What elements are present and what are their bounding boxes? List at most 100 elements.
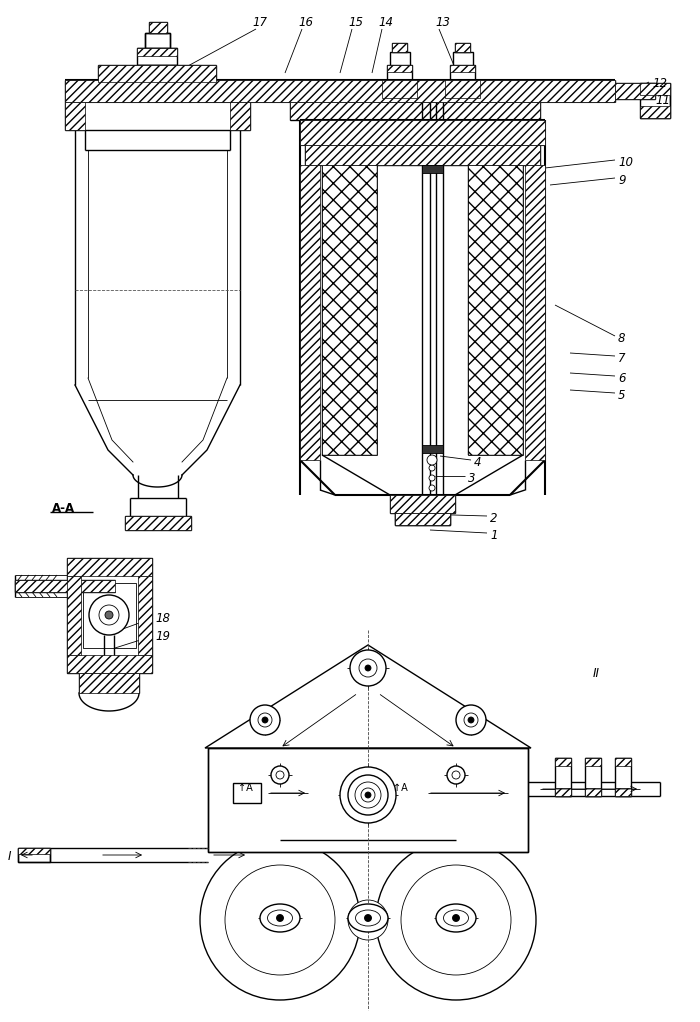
Bar bbox=[65, 80, 615, 102]
Circle shape bbox=[447, 766, 465, 784]
Text: ↑A: ↑A bbox=[238, 783, 253, 793]
Ellipse shape bbox=[436, 904, 476, 932]
Bar bbox=[450, 65, 475, 80]
Bar bbox=[395, 513, 450, 525]
Ellipse shape bbox=[267, 910, 293, 926]
Ellipse shape bbox=[356, 910, 381, 926]
Bar bbox=[585, 788, 601, 796]
Bar bbox=[149, 22, 167, 33]
Bar bbox=[137, 48, 177, 65]
Bar bbox=[79, 673, 139, 693]
Ellipse shape bbox=[348, 904, 388, 932]
Circle shape bbox=[365, 665, 371, 671]
Bar bbox=[615, 788, 631, 796]
Circle shape bbox=[452, 771, 460, 779]
Bar bbox=[615, 758, 631, 766]
Bar bbox=[137, 48, 177, 56]
Bar bbox=[422, 165, 443, 173]
Bar bbox=[149, 22, 167, 33]
Bar bbox=[18, 848, 50, 862]
Text: 1: 1 bbox=[490, 528, 498, 542]
Text: 3: 3 bbox=[468, 471, 475, 484]
Circle shape bbox=[456, 705, 486, 735]
Bar bbox=[67, 558, 152, 576]
Bar bbox=[67, 655, 152, 673]
Circle shape bbox=[258, 713, 272, 727]
Circle shape bbox=[365, 915, 372, 922]
Circle shape bbox=[225, 865, 335, 975]
Text: 7: 7 bbox=[618, 352, 626, 365]
Circle shape bbox=[355, 782, 381, 808]
Text: I: I bbox=[8, 849, 11, 863]
Bar bbox=[125, 516, 191, 530]
Bar bbox=[395, 513, 450, 525]
Bar bbox=[322, 165, 377, 455]
Bar bbox=[640, 106, 670, 118]
Circle shape bbox=[361, 788, 375, 802]
Circle shape bbox=[350, 650, 386, 686]
Polygon shape bbox=[205, 645, 531, 748]
Circle shape bbox=[348, 900, 388, 940]
Bar bbox=[387, 65, 412, 72]
Text: 12: 12 bbox=[652, 77, 667, 90]
Bar bbox=[67, 576, 81, 655]
Bar bbox=[585, 758, 601, 766]
Text: 16: 16 bbox=[298, 15, 313, 29]
Bar bbox=[392, 43, 407, 52]
Bar bbox=[305, 145, 540, 165]
Circle shape bbox=[276, 915, 284, 922]
Text: 8: 8 bbox=[618, 331, 626, 344]
Circle shape bbox=[276, 771, 284, 779]
Bar bbox=[640, 83, 670, 95]
Circle shape bbox=[376, 840, 536, 1000]
Circle shape bbox=[271, 766, 289, 784]
Ellipse shape bbox=[444, 910, 468, 926]
Text: А-А: А-А bbox=[52, 502, 75, 514]
Circle shape bbox=[348, 775, 388, 815]
Bar bbox=[585, 758, 601, 796]
Bar bbox=[555, 788, 571, 796]
Bar bbox=[422, 445, 443, 453]
Bar bbox=[300, 165, 320, 460]
Circle shape bbox=[429, 485, 435, 491]
Bar bbox=[18, 848, 50, 854]
Text: 9: 9 bbox=[618, 174, 626, 186]
Circle shape bbox=[464, 713, 478, 727]
Bar bbox=[208, 748, 528, 852]
Text: 10: 10 bbox=[618, 155, 633, 169]
Bar bbox=[230, 102, 250, 130]
Circle shape bbox=[401, 865, 511, 975]
Text: 11: 11 bbox=[655, 93, 670, 106]
Text: II: II bbox=[593, 666, 600, 680]
Bar bbox=[640, 83, 670, 118]
Bar bbox=[387, 65, 412, 80]
Bar bbox=[390, 52, 410, 65]
Bar bbox=[455, 43, 470, 52]
Bar bbox=[382, 80, 417, 98]
Bar bbox=[453, 52, 473, 65]
Bar bbox=[555, 758, 571, 766]
Bar bbox=[67, 558, 152, 673]
Circle shape bbox=[262, 717, 268, 723]
Text: 17: 17 bbox=[252, 15, 267, 29]
Bar bbox=[390, 495, 455, 513]
Bar bbox=[290, 102, 540, 120]
Bar bbox=[65, 102, 85, 130]
Bar bbox=[145, 33, 170, 48]
Bar bbox=[15, 580, 115, 592]
Bar bbox=[138, 576, 152, 655]
Circle shape bbox=[250, 705, 280, 735]
Bar bbox=[83, 583, 136, 648]
Text: 2: 2 bbox=[490, 511, 498, 524]
Circle shape bbox=[340, 766, 396, 823]
Circle shape bbox=[365, 792, 371, 798]
Circle shape bbox=[89, 595, 129, 635]
Circle shape bbox=[452, 915, 459, 922]
Text: 4: 4 bbox=[474, 456, 482, 468]
Text: 5: 5 bbox=[618, 388, 626, 402]
Circle shape bbox=[105, 611, 113, 619]
Text: 14: 14 bbox=[378, 15, 393, 29]
Text: 15: 15 bbox=[348, 15, 363, 29]
Bar bbox=[98, 65, 216, 82]
Circle shape bbox=[429, 475, 435, 481]
